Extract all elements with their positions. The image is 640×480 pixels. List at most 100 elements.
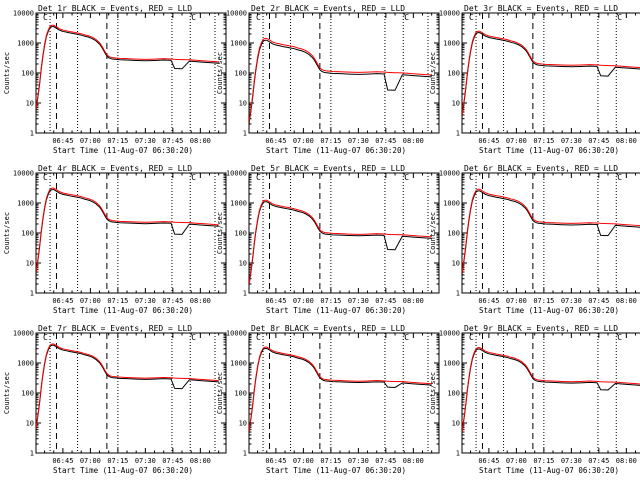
y-tick-label: 10000 xyxy=(226,330,247,338)
x-tick-label: 08:00 xyxy=(190,137,211,145)
y-tick-label: 1 xyxy=(30,290,34,298)
x-tick-label: 08:00 xyxy=(403,297,424,305)
y-tick-label: 10000 xyxy=(226,170,247,178)
x-tick-label: 07:45 xyxy=(375,297,396,305)
x-tick-label: 07:00 xyxy=(506,137,527,145)
x-tick-label: 07:15 xyxy=(320,457,341,465)
panel-title: Det 9r BLACK = Events, RED = LLD xyxy=(464,324,618,333)
y-tick-label: 1 xyxy=(456,130,460,138)
panel-title: Det 8r BLACK = Events, RED = LLD xyxy=(251,324,405,333)
lld-series-line xyxy=(249,37,432,123)
lld-series-line xyxy=(462,188,640,274)
y-axis-label: Counts/sec xyxy=(216,212,224,254)
y-tick-label: 10000 xyxy=(13,10,34,18)
panel-title: Det 4r BLACK = Events, RED = LLD xyxy=(38,164,192,173)
x-tick-label: 07:15 xyxy=(320,137,341,145)
x-axis-label: Start Time (11-Aug-07 06:30:20) xyxy=(266,466,406,475)
y-tick-label: 1 xyxy=(30,130,34,138)
y-tick-label: 10000 xyxy=(439,170,460,178)
x-tick-label: 08:00 xyxy=(190,297,211,305)
marker-label: C xyxy=(191,173,196,182)
x-tick-label: 08:00 xyxy=(616,297,637,305)
x-tick-label: 07:15 xyxy=(320,297,341,305)
y-axis-label: Counts/sec xyxy=(3,372,11,414)
marker-label: C xyxy=(617,333,622,342)
y-tick-label: 1000 xyxy=(443,360,460,368)
y-tick-label: 100 xyxy=(234,230,247,238)
y-tick-label: 1000 xyxy=(443,40,460,48)
y-tick-label: 1000 xyxy=(17,200,34,208)
lld-series-line xyxy=(249,199,432,285)
y-tick-label: 10000 xyxy=(439,330,460,338)
y-tick-label: 1000 xyxy=(17,40,34,48)
y-tick-label: 10000 xyxy=(13,170,34,178)
y-tick-label: 1 xyxy=(456,290,460,298)
y-tick-label: 1 xyxy=(30,450,34,458)
y-tick-label: 10 xyxy=(452,100,460,108)
lld-series-line xyxy=(462,347,640,433)
lld-series-line xyxy=(249,346,432,432)
panel-title: Det 6r BLACK = Events, RED = LLD xyxy=(464,164,618,173)
events-series-line xyxy=(36,344,219,430)
events-series-line xyxy=(36,189,219,275)
events-series-line xyxy=(249,39,432,125)
x-tick-label: 07:45 xyxy=(162,297,183,305)
marker-label: C xyxy=(43,173,48,182)
y-tick-label: 10 xyxy=(239,420,247,428)
x-axis-label: Start Time (11-Aug-07 06:30:20) xyxy=(479,466,619,475)
x-tick-label: 07:15 xyxy=(533,457,554,465)
x-tick-label: 07:00 xyxy=(80,137,101,145)
events-series-line xyxy=(462,32,640,118)
x-tick-label: 06:45 xyxy=(478,297,499,305)
y-tick-label: 10 xyxy=(26,260,34,268)
marker-label: C xyxy=(469,333,474,342)
x-tick-label: 06:45 xyxy=(52,457,73,465)
panel-title: Det 7r BLACK = Events, RED = LLD xyxy=(38,324,192,333)
plot-frame xyxy=(461,332,640,454)
y-tick-label: 100 xyxy=(21,390,34,398)
y-axis-label: Counts/sec xyxy=(429,372,437,414)
y-tick-label: 10 xyxy=(26,100,34,108)
y-tick-label: 100 xyxy=(234,70,247,78)
y-tick-label: 1 xyxy=(243,290,247,298)
y-tick-label: 100 xyxy=(447,70,460,78)
marker-label: C xyxy=(617,173,622,182)
y-tick-label: 1 xyxy=(243,130,247,138)
x-tick-label: 06:45 xyxy=(52,137,73,145)
events-series-line xyxy=(249,347,432,433)
x-tick-label: 08:00 xyxy=(403,457,424,465)
y-tick-label: 10 xyxy=(452,260,460,268)
marker-label: C xyxy=(617,13,622,22)
x-tick-label: 07:00 xyxy=(80,297,101,305)
events-series-line xyxy=(462,348,640,434)
lld-series-line xyxy=(36,24,219,110)
marker-label: C xyxy=(191,13,196,22)
plot-frame xyxy=(461,172,640,294)
y-tick-label: 1 xyxy=(243,450,247,458)
lld-series-line xyxy=(36,187,219,273)
y-tick-label: 1 xyxy=(456,450,460,458)
y-tick-label: 100 xyxy=(21,70,34,78)
x-tick-label: 07:00 xyxy=(293,457,314,465)
y-axis-label: Counts/sec xyxy=(216,52,224,94)
x-tick-label: 07:30 xyxy=(561,297,582,305)
y-tick-label: 10 xyxy=(239,100,247,108)
y-tick-label: 1000 xyxy=(17,360,34,368)
x-tick-label: 07:15 xyxy=(107,137,128,145)
x-tick-label: 07:45 xyxy=(588,137,609,145)
x-tick-label: 07:00 xyxy=(506,297,527,305)
x-tick-label: 07:00 xyxy=(506,457,527,465)
panel-title: Det 1r BLACK = Events, RED = LLD xyxy=(38,4,192,13)
x-tick-label: 07:00 xyxy=(293,137,314,145)
x-tick-label: 07:00 xyxy=(293,297,314,305)
lld-series-line xyxy=(36,343,219,429)
x-tick-label: 07:15 xyxy=(107,297,128,305)
x-tick-label: 07:45 xyxy=(588,457,609,465)
marker-label: C xyxy=(404,173,409,182)
x-axis-label: Start Time (11-Aug-07 06:30:20) xyxy=(479,146,619,155)
